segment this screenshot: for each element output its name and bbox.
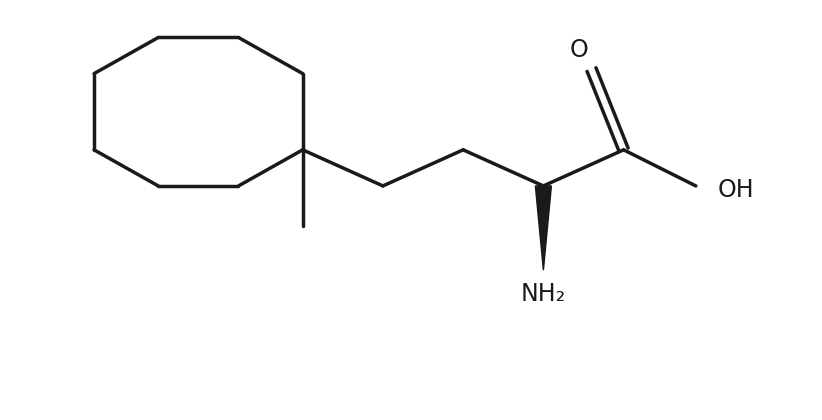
Text: OH: OH <box>718 178 754 202</box>
Polygon shape <box>535 186 552 270</box>
Text: O: O <box>570 37 589 61</box>
Text: NH₂: NH₂ <box>521 282 566 306</box>
